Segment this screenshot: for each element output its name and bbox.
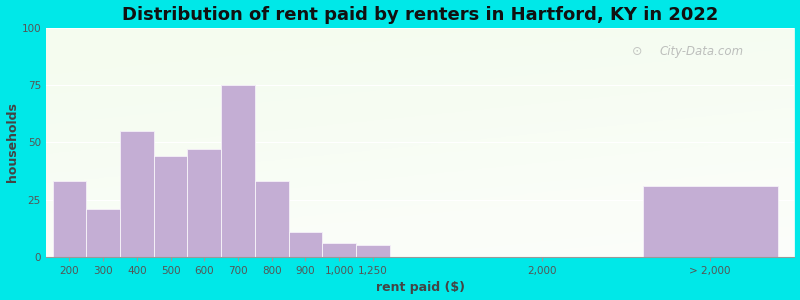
Bar (255, 181, 289, 257)
Bar (187, 149, 221, 257)
Bar (187, 149, 221, 257)
Y-axis label: households: households (6, 102, 18, 182)
Bar (356, 245, 390, 257)
Bar (154, 156, 187, 257)
Bar (221, 85, 255, 257)
Bar (642, 186, 778, 257)
Text: ⊙: ⊙ (632, 45, 642, 58)
Bar (289, 232, 322, 257)
Text: City-Data.com: City-Data.com (660, 45, 744, 58)
Bar (322, 243, 356, 257)
Bar (86, 209, 120, 257)
Bar (322, 243, 356, 257)
X-axis label: rent paid ($): rent paid ($) (376, 281, 465, 294)
Bar (120, 131, 154, 257)
Bar (642, 186, 778, 257)
Bar (86, 209, 120, 257)
Bar (255, 181, 289, 257)
Bar (289, 232, 322, 257)
Bar (154, 156, 187, 257)
Bar (356, 245, 390, 257)
Bar (53, 181, 86, 257)
Bar (221, 85, 255, 257)
Bar (120, 131, 154, 257)
Title: Distribution of rent paid by renters in Hartford, KY in 2022: Distribution of rent paid by renters in … (122, 6, 718, 24)
Bar (53, 181, 86, 257)
